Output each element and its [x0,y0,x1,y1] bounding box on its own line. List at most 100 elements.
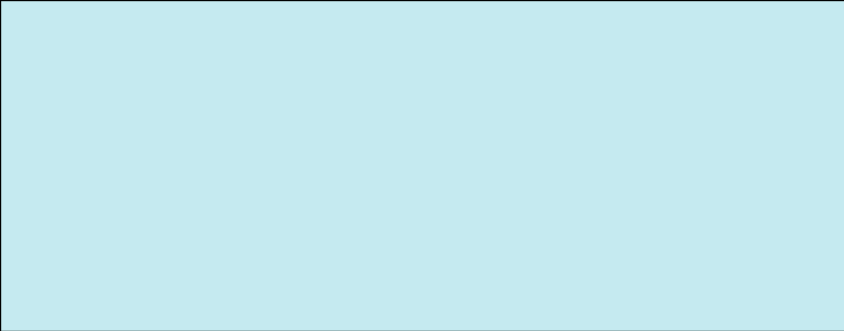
Text: $14,600: $14,600 [4,289,44,298]
Text: 1c: 1c [812,41,825,51]
Bar [659,184,697,202]
Text: 1099-R if tax: 1099-R if tax [4,86,65,95]
Text: 7: 7 [814,299,822,308]
Text: 4b: 4b [671,225,685,235]
Text: b  Taxable amount  . . . . . .: b Taxable amount . . . . . . [387,225,517,235]
Text: 1z: 1z [812,170,825,180]
Bar [793,294,844,312]
Text: Capital gain or (loss). Attach Schedule D if required. If not required, check he: Capital gain or (loss). Attach Schedule … [138,299,565,308]
Text: Married filing: Married filing [4,263,65,272]
Text: 3a: 3a [119,207,133,216]
Text: Household employee wages not reported on Form(s) W-2  . . . . . . . . . . . . . : Household employee wages not reported on… [138,23,638,32]
Text: Tax-exempt interest  . . . .: Tax-exempt interest . . . . [138,188,263,198]
Text: 1d: 1d [812,59,825,70]
Bar [793,73,844,92]
Text: c: c [119,280,125,290]
Text: 2a: 2a [119,188,133,198]
Text: • Married filing: • Married filing [4,302,68,311]
Text: Add lines 1a through 1h  . . . . . . . . . . . . . . . . . . . . . . . . . . . .: Add lines 1a through 1h . . . . . . . . … [138,170,476,180]
Bar [659,239,697,258]
Text: IRA distributions  . . . .: IRA distributions . . . . [138,225,246,235]
Bar [793,55,844,73]
Bar [659,202,697,221]
Text: If you did not: If you did not [4,118,60,127]
Text: h: h [119,133,126,143]
Text: get a Form: get a Form [4,134,50,143]
Bar [793,19,844,37]
Text: b  Taxable amount  . . . . . .: b Taxable amount . . . . . . [387,261,517,272]
Bar [793,276,844,294]
FancyBboxPatch shape [1,220,108,331]
Text: attach Forms: attach Forms [4,55,66,64]
Text: 1g: 1g [812,115,825,124]
Bar [697,258,787,276]
Text: 6b: 6b [671,261,685,272]
Text: Medicaid waiver payments not reported on Form(s) W-2 (see instructions)  . . . .: Medicaid waiver payments not reported on… [138,59,720,70]
Text: 8: 8 [119,317,126,327]
Text: i: i [119,151,122,161]
Text: 1b: 1b [812,23,825,32]
Text: Employer-provided adoption benefits from Form 8839, line 29  . . . . . . . . . .: Employer-provided adoption benefits from… [138,96,660,106]
Bar [721,280,731,290]
Bar [327,239,380,258]
Text: b  Taxable interest  . . . . . .: b Taxable interest . . . . . . [387,188,517,198]
Text: 1a: 1a [119,4,133,14]
Bar [570,148,625,165]
Bar [300,202,327,221]
Text: 5a: 5a [119,243,133,253]
Bar [300,184,327,202]
Text: 4a: 4a [119,225,133,235]
Text: Qualified dividends  . . . .: Qualified dividends . . . . [138,207,260,216]
Text: jointly or: jointly or [4,315,46,324]
Bar [793,92,844,110]
Text: W-2, see: W-2, see [4,149,41,159]
Text: 2b: 2b [671,188,685,198]
Text: b  Ordinary dividends  . . . . . .: b Ordinary dividends . . . . . . [387,207,533,216]
Bar [327,202,380,221]
Text: 3a: 3a [306,207,321,216]
Bar [300,239,327,258]
Text: Attach Sch. B: Attach Sch. B [6,194,62,203]
Bar [793,312,844,331]
Bar [793,0,844,19]
Text: c: c [119,41,125,51]
Text: b  Taxable amount  . . . . . .: b Taxable amount . . . . . . [387,243,517,253]
Text: Wages from Form 8919, line 6  . . . . . . . . . . . . . . . . . . . . . . . . . : Wages from Form 8919, line 6 . . . . . .… [138,115,506,124]
Text: Attach Form(s): Attach Form(s) [4,24,74,32]
Bar [793,147,844,166]
Text: Other earned income (see instructions)  . . . . . . . . . . . . . . . . . . . . : Other earned income (see instructions) .… [138,133,551,143]
Text: 1a: 1a [811,4,825,14]
Text: 5a: 5a [306,243,321,253]
Text: g: g [119,115,126,124]
Text: if required.: if required. [6,202,52,211]
Text: 1f: 1f [814,96,824,106]
Text: W-2G and: W-2G and [4,71,50,80]
Bar [697,221,787,239]
Text: f: f [119,96,122,106]
Text: z: z [119,170,125,180]
Text: Taxable dependent care benefits from Form 2441, line 26  . . . . . . . . . . . .: Taxable dependent care benefits from For… [138,78,640,88]
Text: Social security benefits  . . . .: Social security benefits . . . . [138,261,280,272]
Text: d: d [119,59,126,70]
Text: Tip income not reported on line 1a (see instructions)  . . . . . . . . . . . . .: Tip income not reported on line 1a (see … [138,41,616,51]
Text: b: b [119,23,126,32]
FancyBboxPatch shape [1,183,108,222]
Text: Pensions and annuities  . . . .: Pensions and annuities . . . . [138,243,279,253]
Text: W-2 here. Also: W-2 here. Also [4,39,73,48]
Bar [793,166,844,184]
Bar [327,258,380,276]
Text: 8: 8 [815,317,822,327]
Text: 1h: 1h [812,133,825,143]
Bar [721,299,731,308]
Text: 4a: 4a [306,225,321,235]
Text: separately,: separately, [4,276,57,285]
Text: e: e [119,78,125,88]
Text: Additional income from Schedule 1, line 10  . . . . . .: Additional income from Schedule 1, line … [138,317,388,327]
Bar [659,258,697,276]
Text: 1e: 1e [812,78,825,88]
Bar [697,202,787,221]
Text: 5b: 5b [671,243,685,253]
Text: instructions.: instructions. [4,165,56,174]
Text: 3b: 3b [671,207,685,216]
Bar [300,258,327,276]
